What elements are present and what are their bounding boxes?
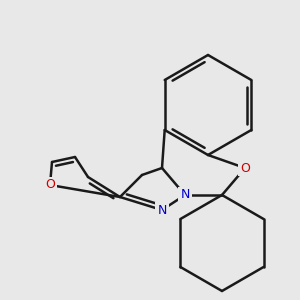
Text: O: O	[240, 161, 250, 175]
Text: N: N	[157, 203, 167, 217]
Text: N: N	[180, 188, 190, 202]
Text: O: O	[45, 178, 55, 191]
